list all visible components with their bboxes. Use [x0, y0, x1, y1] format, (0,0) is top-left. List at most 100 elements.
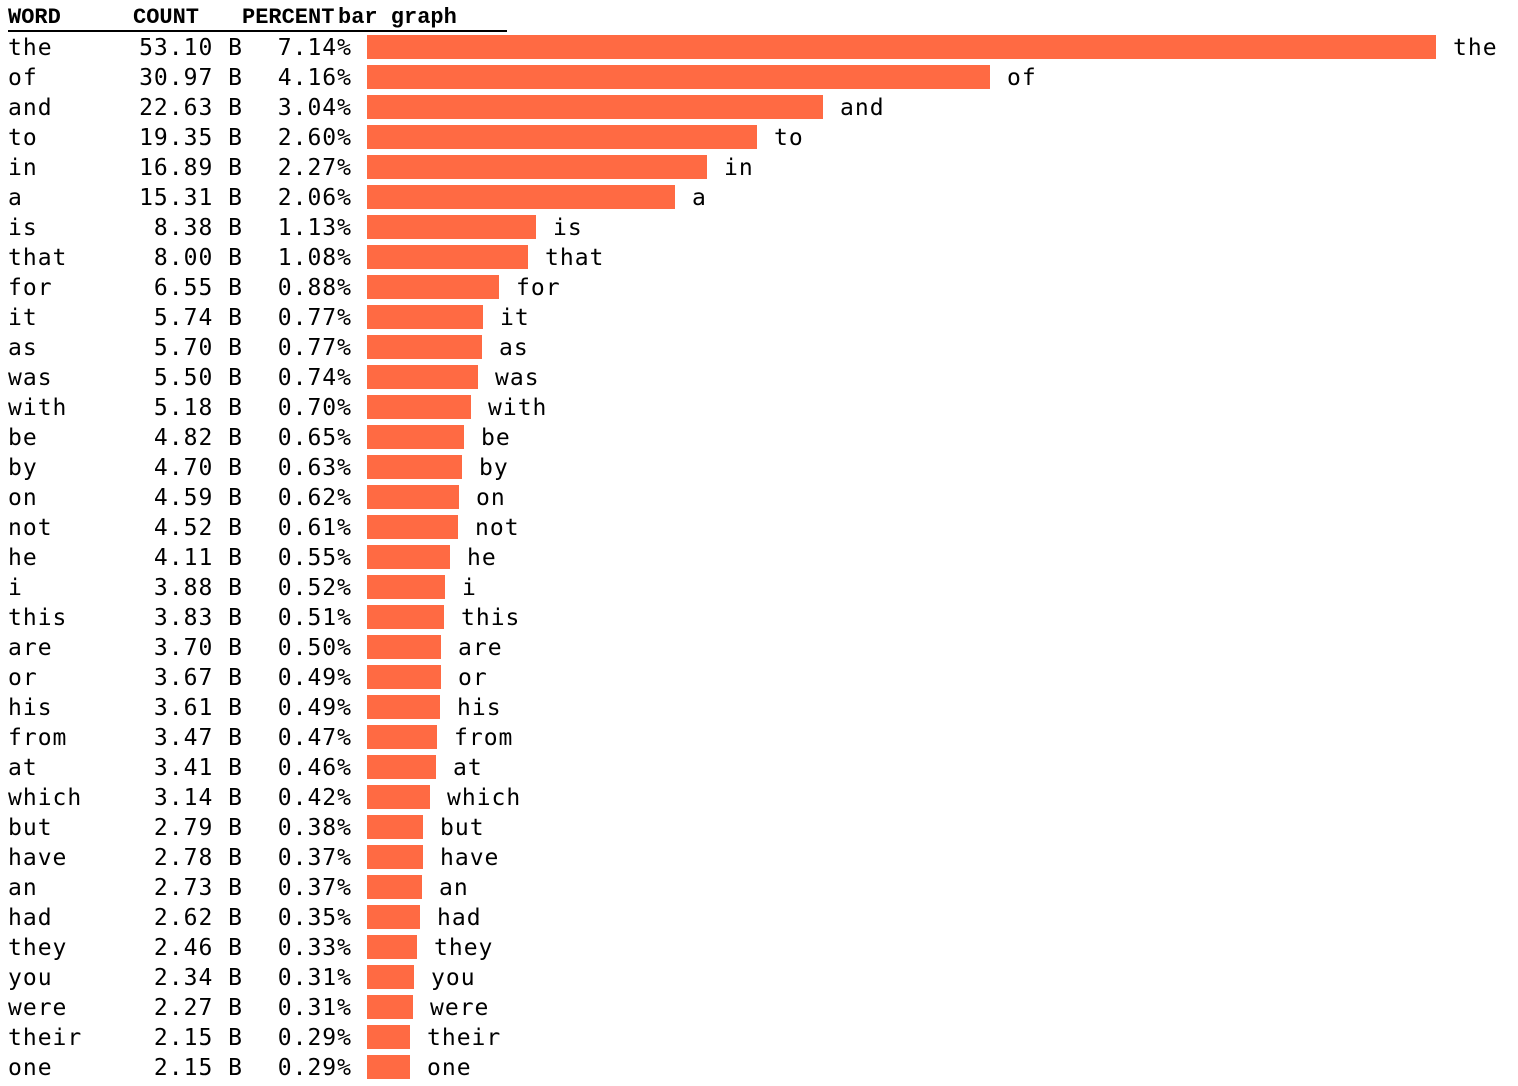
table-row: be 4.82 B 0.65% be	[0, 423, 1518, 453]
word-cell: as	[8, 335, 38, 361]
bar	[367, 935, 417, 959]
percent-cell: 0.70%	[277, 395, 352, 421]
count-cell: 2.46 B	[153, 935, 243, 961]
percent-cell: 0.51%	[277, 605, 352, 631]
percent-cell: 0.42%	[277, 785, 352, 811]
bar-label: this	[461, 605, 521, 631]
count-cell: 3.67 B	[153, 665, 243, 691]
table-row: the 53.10 B 7.14% the	[0, 33, 1518, 63]
table-row: their 2.15 B 0.29% their	[0, 1023, 1518, 1053]
count-cell: 3.47 B	[153, 725, 243, 751]
percent-cell: 4.16%	[277, 65, 352, 91]
percent-cell: 0.29%	[277, 1055, 352, 1081]
bar-label: which	[447, 785, 522, 811]
table-row: have 2.78 B 0.37% have	[0, 843, 1518, 873]
bar-label: that	[545, 245, 605, 271]
bar	[367, 155, 707, 179]
bar	[367, 995, 413, 1019]
bar-label: i	[462, 575, 477, 601]
table-row: this 3.83 B 0.51% this	[0, 603, 1518, 633]
bar-label: in	[724, 155, 754, 181]
word-cell: with	[8, 395, 68, 421]
percent-cell: 0.77%	[277, 335, 352, 361]
header-word: WORD	[8, 5, 61, 30]
bar-label: for	[516, 275, 561, 301]
word-cell: his	[8, 695, 53, 721]
percent-cell: 0.55%	[277, 545, 352, 571]
bar	[367, 875, 422, 899]
count-cell: 22.63 B	[139, 95, 243, 121]
bar	[367, 755, 436, 779]
word-cell: from	[8, 725, 68, 751]
bar-label: one	[427, 1055, 472, 1081]
table-row: or 3.67 B 0.49% or	[0, 663, 1518, 693]
count-cell: 4.52 B	[153, 515, 243, 541]
bar	[367, 35, 1436, 59]
bar	[367, 185, 675, 209]
count-cell: 15.31 B	[139, 185, 243, 211]
count-cell: 3.83 B	[153, 605, 243, 631]
percent-cell: 0.52%	[277, 575, 352, 601]
percent-cell: 0.31%	[277, 995, 352, 1021]
table-row: but 2.79 B 0.38% but	[0, 813, 1518, 843]
table-row: in 16.89 B 2.27% in	[0, 153, 1518, 183]
percent-cell: 2.60%	[277, 125, 352, 151]
percent-cell: 0.65%	[277, 425, 352, 451]
bar	[367, 965, 414, 989]
table-row: that 8.00 B 1.08% that	[0, 243, 1518, 273]
bar	[367, 575, 445, 599]
bar	[367, 335, 482, 359]
percent-cell: 0.37%	[277, 845, 352, 871]
word-cell: or	[8, 665, 38, 691]
percent-cell: 7.14%	[277, 35, 352, 61]
word-cell: were	[8, 995, 68, 1021]
bar-label: you	[431, 965, 476, 991]
count-cell: 2.73 B	[153, 875, 243, 901]
percent-cell: 0.62%	[277, 485, 352, 511]
percent-cell: 0.47%	[277, 725, 352, 751]
bar	[367, 515, 458, 539]
percent-cell: 1.08%	[277, 245, 352, 271]
bar	[367, 275, 499, 299]
count-cell: 8.00 B	[153, 245, 243, 271]
percent-cell: 0.35%	[277, 905, 352, 931]
bar	[367, 845, 423, 869]
table-row: are 3.70 B 0.50% are	[0, 633, 1518, 663]
word-cell: which	[8, 785, 83, 811]
bar-label: had	[437, 905, 482, 931]
count-cell: 2.79 B	[153, 815, 243, 841]
word-cell: not	[8, 515, 53, 541]
count-cell: 2.15 B	[153, 1025, 243, 1051]
count-cell: 6.55 B	[153, 275, 243, 301]
bar	[367, 1025, 410, 1049]
bar	[367, 215, 536, 239]
count-cell: 3.70 B	[153, 635, 243, 661]
percent-cell: 2.27%	[277, 155, 352, 181]
count-cell: 5.74 B	[153, 305, 243, 331]
bar-label: be	[481, 425, 511, 451]
bar	[367, 665, 441, 689]
table-row: is 8.38 B 1.13% is	[0, 213, 1518, 243]
word-cell: and	[8, 95, 53, 121]
word-cell: i	[8, 575, 23, 601]
bar-label: at	[453, 755, 483, 781]
count-cell: 8.38 B	[153, 215, 243, 241]
bar-label: of	[1007, 65, 1037, 91]
bar-label: it	[500, 305, 530, 331]
word-cell: a	[8, 185, 23, 211]
bar	[367, 635, 441, 659]
percent-cell: 0.31%	[277, 965, 352, 991]
header-percent: PERCENT	[242, 5, 335, 30]
bar-label: the	[1453, 35, 1498, 61]
bar-label: and	[840, 95, 885, 121]
count-cell: 3.41 B	[153, 755, 243, 781]
bar-label: not	[475, 515, 520, 541]
bar	[367, 485, 459, 509]
count-cell: 53.10 B	[139, 35, 243, 61]
count-cell: 30.97 B	[139, 65, 243, 91]
table-row: for 6.55 B 0.88% for	[0, 273, 1518, 303]
percent-cell: 0.37%	[277, 875, 352, 901]
percent-cell: 3.04%	[277, 95, 352, 121]
bar-label: but	[440, 815, 485, 841]
